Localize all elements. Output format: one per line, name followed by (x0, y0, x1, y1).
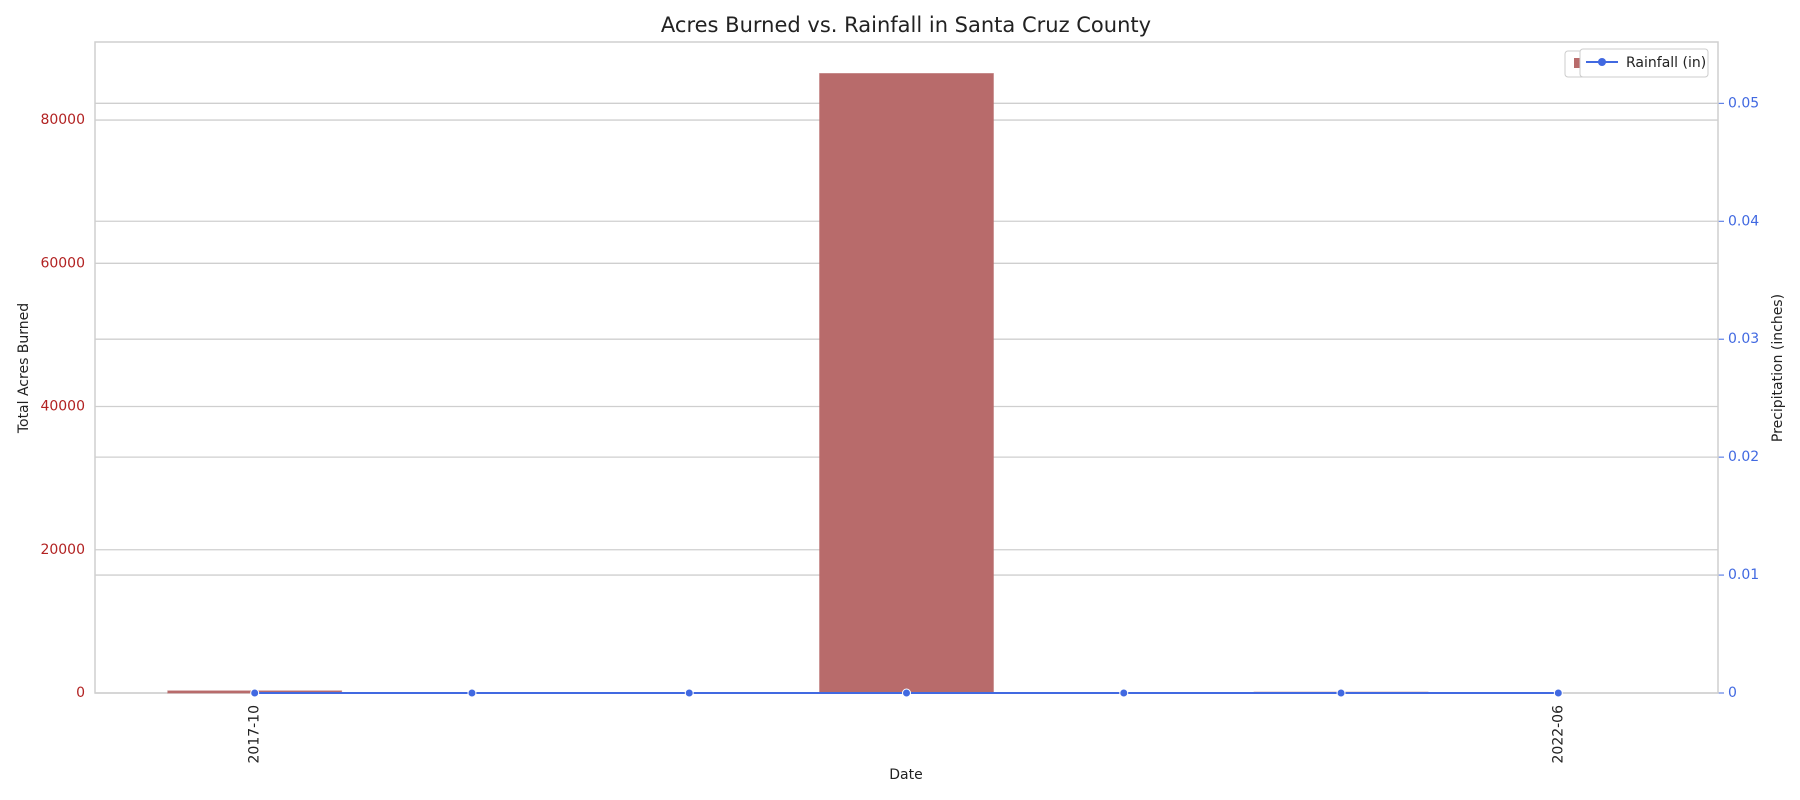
rainfall-point (1336, 688, 1346, 698)
y2-tick-label: 0.04 (1728, 213, 1759, 229)
x-tick-label: 2022-06 (1550, 705, 1566, 764)
y-tick-label: 40000 (40, 399, 85, 415)
x-tick-label: 2017-10 (247, 705, 263, 764)
y2-axis-label: Precipitation (inches) (1770, 294, 1786, 442)
legend-swatch (1598, 58, 1606, 66)
rainfall-point (902, 688, 911, 698)
y-tick-label: 20000 (40, 542, 85, 558)
y2-tick-label: 0 (1728, 685, 1737, 701)
y2-tick-label: 0.05 (1728, 95, 1759, 111)
rainfall-point (1553, 688, 1563, 698)
y2-tick-label: 0.02 (1728, 449, 1759, 465)
legend-swatch (1574, 58, 1584, 68)
x-axis-label: Date (889, 767, 922, 783)
y2-tick-label: 0.01 (1728, 567, 1759, 583)
rainfall-point (467, 688, 477, 698)
legend-box (1579, 48, 1709, 78)
y-axis-label: Total Acres Burned (16, 303, 32, 434)
bar (819, 73, 994, 694)
chart-title: Acres Burned vs. Rainfall in Santa Cruz … (661, 13, 1151, 37)
rainfall-point (250, 688, 260, 698)
y-tick-label: 80000 (40, 112, 85, 128)
rainfall-point (1119, 688, 1129, 698)
y2-tick-label: 0.03 (1728, 331, 1759, 347)
rainfall-point (684, 688, 694, 698)
y-tick-label: 60000 (40, 255, 85, 271)
legend-label: Rainfall (in) (1626, 55, 1706, 71)
y-tick-label: 0 (76, 685, 85, 701)
legend-line: Rainfall (in) (1579, 48, 1709, 78)
